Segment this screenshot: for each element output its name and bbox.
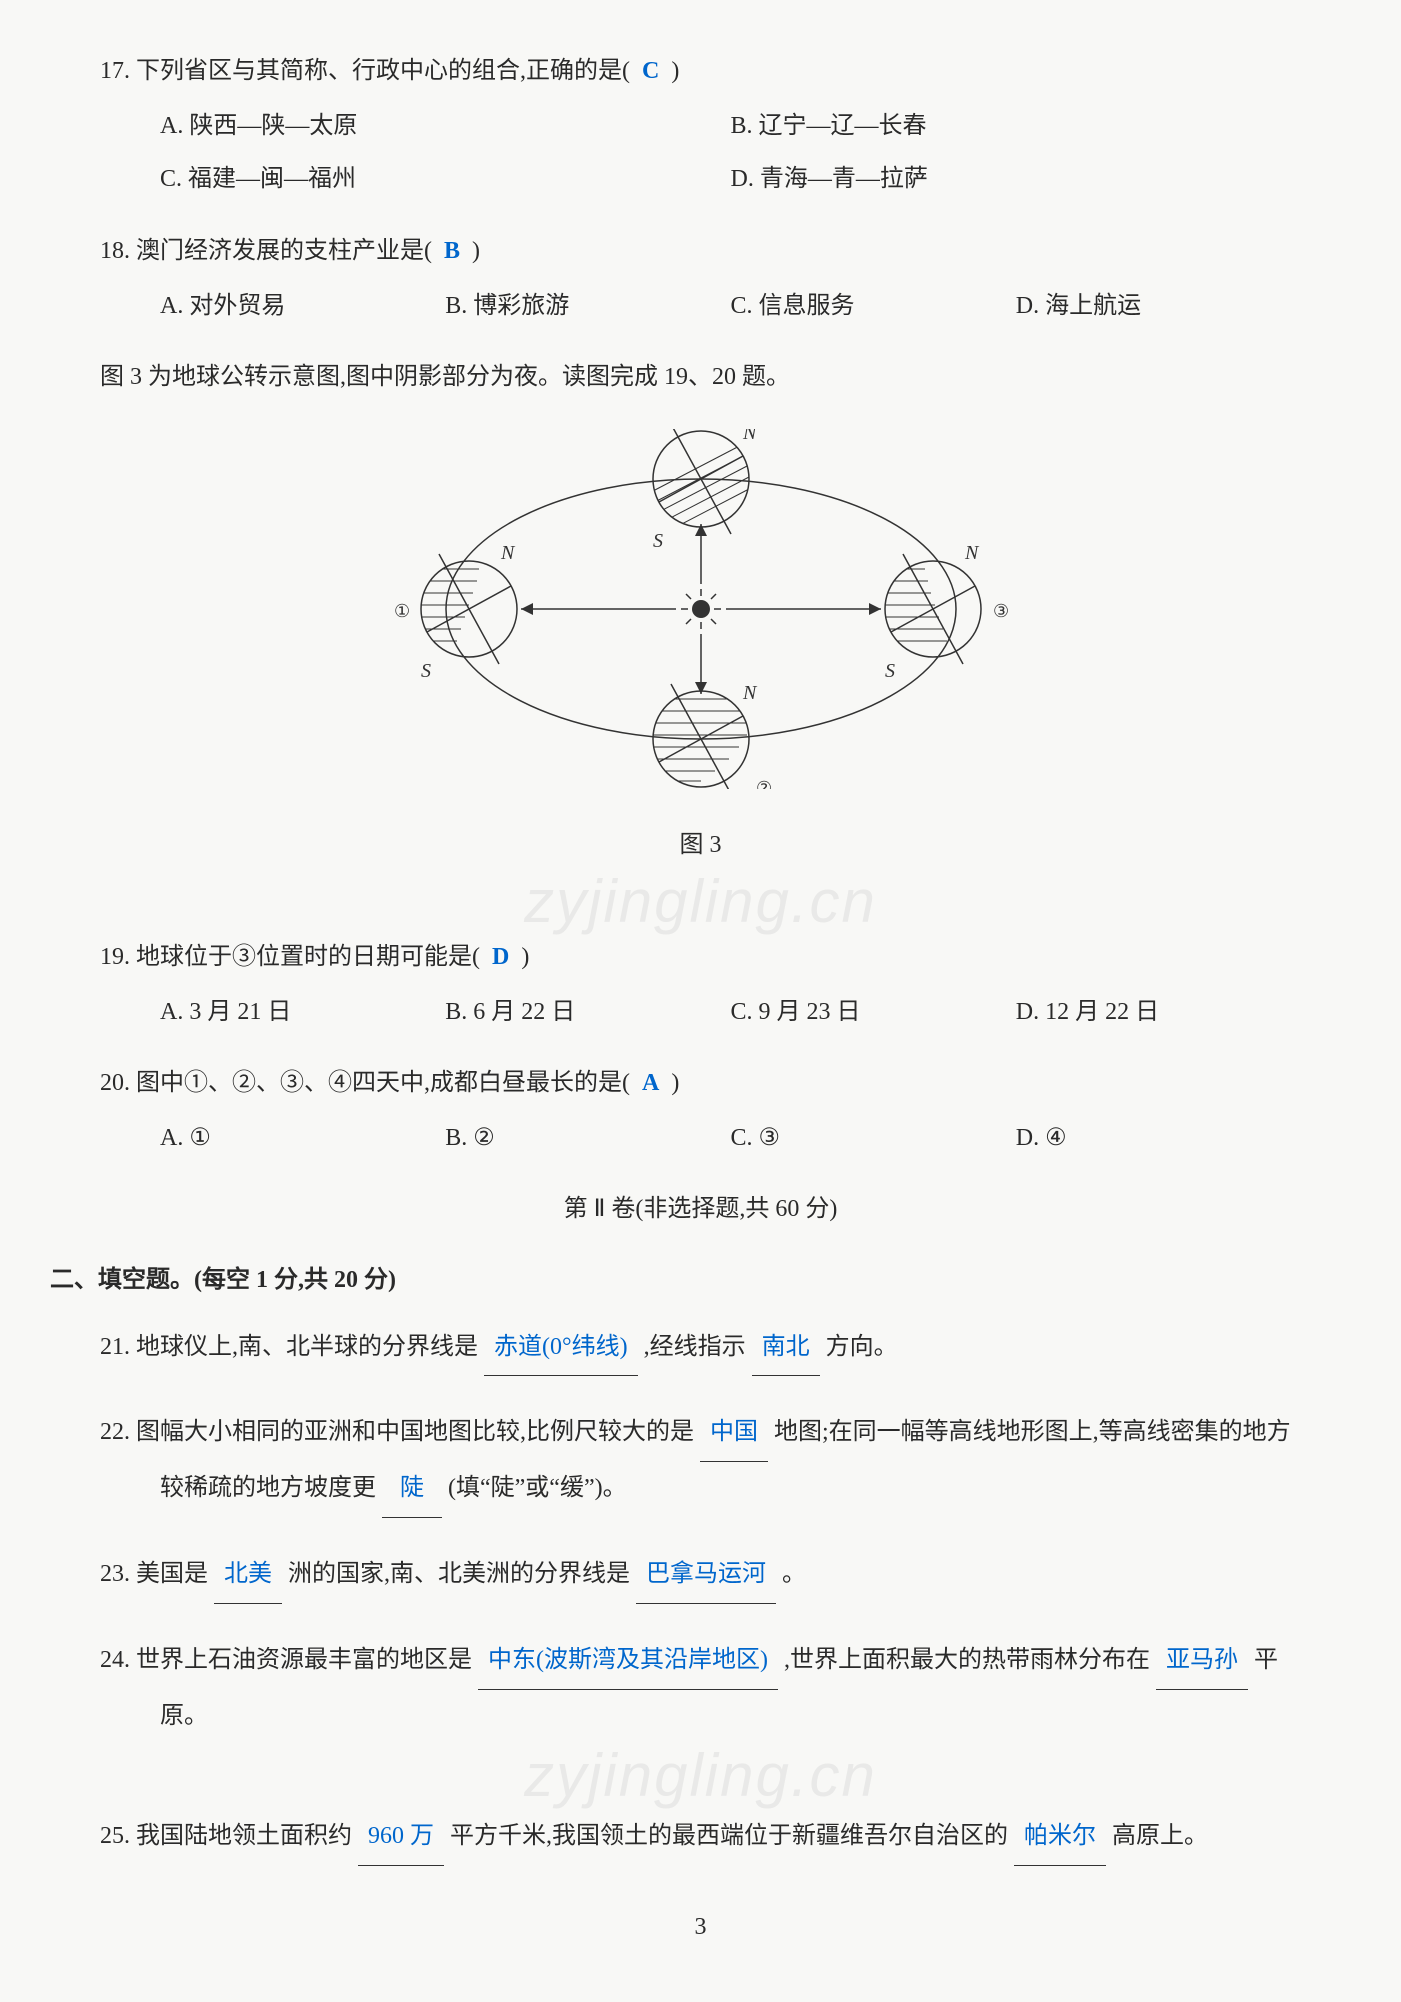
south-label: S [421,660,431,682]
option-c: C. ③ [731,1117,1016,1160]
question-22: 22. 图幅大小相同的亚洲和中国地图比较,比例尺较大的是 中国 地图;在同一幅等… [100,1406,1301,1518]
option-b: B. 6 月 22 日 [445,991,730,1034]
south-label: S [653,530,663,552]
north-label: N [742,682,758,704]
answer-17: C [636,58,665,84]
north-label: N [500,542,516,564]
fill-text: 平方千米,我国领土的最西端位于新疆维吾尔自治区的 [450,1823,1008,1849]
question-number: 25. [100,1823,130,1849]
fill-text: (填“陡”或“缓”)。 [448,1475,627,1501]
question-19: 19. 地球位于③位置时的日期可能是( D ) A. 3 月 21 日 B. 6… [100,936,1301,1034]
fill-text: 世界上石油资源最丰富的地区是 [136,1647,472,1673]
earth-revolution-diagram: N S ① N S ③ [100,429,1301,804]
fill-answer: 赤道(0°纬线) [484,1321,638,1377]
fill-answer: 亚马孙 [1156,1634,1248,1690]
question-stem-end: ) [521,944,529,970]
options-row: C. 福建—闽—福州 D. 青海—青—拉萨 [100,158,1301,201]
question-stem-end: ) [472,238,480,264]
fill-text: 地球仪上,南、北半球的分界线是 [136,1334,478,1360]
answer-20: A [636,1070,665,1096]
question-stem: 图中①、②、③、④四天中,成都白昼最长的是( [136,1070,630,1096]
fill-answer: 中国 [700,1406,768,1462]
question-stem-end: ) [671,1070,679,1096]
question-20-text: 20. 图中①、②、③、④四天中,成都白昼最长的是( A ) [100,1062,1301,1105]
option-c: C. 9 月 23 日 [731,991,1016,1034]
question-number: 22. [100,1419,130,1445]
fill-answer: 帕米尔 [1014,1810,1106,1866]
section-2-title: 二、填空题。(每空 1 分,共 20 分) [50,1259,1301,1302]
fill-answer: 960 万 [358,1810,444,1866]
option-a: A. 对外贸易 [160,285,445,328]
figure-3-intro: 图 3 为地球公转示意图,图中阴影部分为夜。读图完成 19、20 题。 [100,356,1301,399]
question-17-text: 17. 下列省区与其简称、行政中心的组合,正确的是( C ) [100,50,1301,93]
pos-1-label: ① [394,601,410,621]
option-d: D. ④ [1016,1117,1301,1160]
options-row: A. 对外贸易 B. 博彩旅游 C. 信息服务 D. 海上航运 [100,285,1301,328]
option-c: C. 福建—闽—福州 [160,158,731,201]
north-label: N [964,542,980,564]
page-number: 3 [100,1906,1301,1949]
question-20: 20. 图中①、②、③、④四天中,成都白昼最长的是( A ) A. ① B. ②… [100,1062,1301,1160]
question-number: 17. [100,58,130,84]
question-21: 21. 地球仪上,南、北半球的分界线是 赤道(0°纬线) ,经线指示 南北 方向… [100,1321,1301,1377]
fill-text: 我国陆地领土面积约 [136,1823,352,1849]
fill-text: 。 [782,1561,806,1587]
section-2-header: 第 Ⅱ 卷(非选择题,共 60 分) [100,1188,1301,1231]
question-stem: 下列省区与其简称、行政中心的组合,正确的是( [136,58,630,84]
options-row: A. 3 月 21 日 B. 6 月 22 日 C. 9 月 23 日 D. 1… [100,991,1301,1034]
fill-answer: 北美 [214,1548,282,1604]
fill-text: 图幅大小相同的亚洲和中国地图比较,比例尺较大的是 [136,1419,694,1445]
figure-3-caption: 图 3 [100,824,1301,867]
question-number: 18. [100,238,130,264]
fill-answer: 中东(波斯湾及其沿岸地区) [478,1634,778,1690]
options-row: A. ① B. ② C. ③ D. ④ [100,1117,1301,1160]
fill-answer: 巴拿马运河 [636,1548,776,1604]
option-d: D. 12 月 22 日 [1016,991,1301,1034]
fill-answer: 南北 [752,1321,820,1377]
option-b: B. 博彩旅游 [445,285,730,328]
south-label: S [885,660,895,682]
question-number: 19. [100,944,130,970]
fill-text: 洲的国家,南、北美洲的分界线是 [288,1561,630,1587]
answer-19: D [486,944,515,970]
fill-text: 美国是 [136,1561,208,1587]
option-b: B. 辽宁—辽—长春 [731,105,1302,148]
question-number: 23. [100,1561,130,1587]
option-a: A. 3 月 21 日 [160,991,445,1034]
pos-3-label: ③ [993,601,1009,621]
question-18-text: 18. 澳门经济发展的支柱产业是( B ) [100,230,1301,273]
question-24: 24. 世界上石油资源最丰富的地区是 中东(波斯湾及其沿岸地区) ,世界上面积最… [100,1634,1301,1743]
option-d: D. 海上航运 [1016,285,1301,328]
fill-text: ,世界上面积最大的热带雨林分布在 [784,1647,1150,1673]
question-19-text: 19. 地球位于③位置时的日期可能是( D ) [100,936,1301,979]
question-18: 18. 澳门经济发展的支柱产业是( B ) A. 对外贸易 B. 博彩旅游 C.… [100,230,1301,328]
fill-text: 高原上。 [1112,1823,1208,1849]
fill-answer: 陡 [382,1462,442,1518]
question-number: 21. [100,1334,130,1360]
question-stem: 地球位于③位置时的日期可能是( [136,944,480,970]
question-stem: 澳门经济发展的支柱产业是( [136,238,432,264]
question-25: 25. 我国陆地领土面积约 960 万 平方千米,我国领土的最西端位于新疆维吾尔… [100,1810,1301,1866]
question-23: 23. 美国是 北美 洲的国家,南、北美洲的分界线是 巴拿马运河 。 [100,1548,1301,1604]
option-a: A. 陕西—陕—太原 [160,105,731,148]
answer-18: B [438,238,466,264]
question-number: 20. [100,1070,130,1096]
question-stem-end: ) [671,58,679,84]
option-b: B. ② [445,1117,730,1160]
option-a: A. ① [160,1117,445,1160]
pos-2-label: ② [756,778,772,789]
north-label: N [742,429,758,444]
option-c: C. 信息服务 [731,285,1016,328]
diagram-svg: N S ① N S ③ [391,429,1011,789]
fill-text: 方向。 [826,1334,898,1360]
fill-text: ,经线指示 [644,1334,746,1360]
question-17: 17. 下列省区与其简称、行政中心的组合,正确的是( C ) A. 陕西—陕—太… [100,50,1301,202]
question-number: 24. [100,1647,130,1673]
options-row: A. 陕西—陕—太原 B. 辽宁—辽—长春 [100,105,1301,148]
option-d: D. 青海—青—拉萨 [731,158,1302,201]
